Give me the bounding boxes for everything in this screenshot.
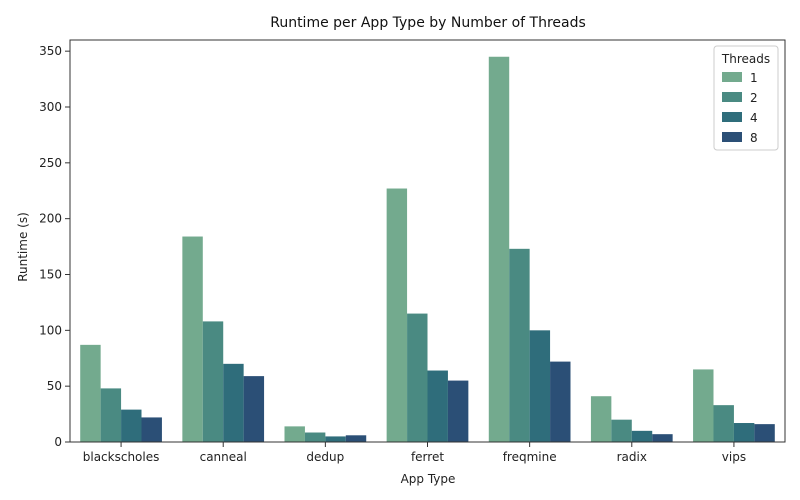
y-tick-label: 150	[39, 268, 62, 282]
legend-entry-4: 4	[750, 111, 758, 125]
bar-dedup-threads-1	[284, 426, 305, 442]
x-tick-label: freqmine	[503, 450, 557, 464]
bar-canneal-threads-1	[182, 236, 203, 442]
y-tick-label: 50	[47, 379, 62, 393]
bar-blackscholes-threads-4	[121, 409, 142, 442]
bar-vips-threads-2	[713, 405, 734, 442]
bar-dedup-threads-8	[345, 435, 367, 442]
bar-radix-threads-4	[631, 430, 653, 442]
x-tick-label: radix	[617, 450, 647, 464]
bar-vips-threads-1	[693, 369, 714, 442]
y-tick-label: 100	[39, 323, 62, 337]
bar-dedup-threads-4	[325, 436, 346, 442]
bar-ferret-threads-2	[407, 313, 428, 442]
bar-ferret-threads-1	[386, 188, 408, 442]
bar-blackscholes-threads-2	[100, 388, 122, 442]
chart-title: Runtime per App Type by Number of Thread…	[270, 15, 586, 31]
bar-freqmine-threads-2	[509, 248, 530, 442]
legend-swatch-8	[722, 132, 742, 142]
bar-freqmine-threads-8	[550, 361, 571, 442]
legend-entry-8: 8	[750, 131, 758, 145]
plot-area: 0 50 100 150 200 250 300 350 blackscholes canneal…	[39, 39, 786, 464]
bar-freqmine-threads-1	[488, 56, 510, 442]
bar-dedup-threads-2	[304, 432, 326, 442]
y-tick-label: 350	[39, 44, 62, 58]
bar-canneal-threads-4	[223, 363, 244, 442]
plot-frame	[69, 39, 786, 443]
bar-freqmine-threads-4	[529, 330, 551, 442]
bar-vips-threads-8	[754, 424, 775, 442]
y-tick-label: 300	[39, 100, 62, 114]
x-tick-label: canneal	[200, 450, 247, 464]
bar-radix-threads-8	[652, 434, 673, 442]
y-tick-label: 250	[39, 156, 62, 170]
bar-vips-threads-4	[733, 423, 755, 442]
bar-blackscholes-threads-1	[80, 344, 101, 442]
bar-blackscholes-threads-8	[141, 417, 162, 442]
bar-ferret-threads-4	[427, 370, 448, 442]
y-axis-label: Runtime (s)	[16, 212, 30, 282]
legend: Threads 1 2 4 8	[713, 45, 779, 151]
bar-ferret-threads-8	[447, 380, 469, 442]
legend-swatch-2	[722, 92, 742, 102]
x-axis-label: App Type	[401, 472, 456, 486]
x-tick-label: blackscholes	[83, 450, 160, 464]
bar-radix-threads-1	[590, 396, 612, 442]
x-tick-label: ferret	[411, 450, 444, 464]
legend-swatch-1	[722, 72, 742, 82]
bar-radix-threads-2	[611, 419, 632, 442]
y-tick-label: 0	[54, 435, 62, 449]
bar-canneal-threads-2	[202, 321, 224, 442]
legend-swatch-4	[722, 112, 742, 122]
legend-title: Threads	[721, 52, 770, 66]
y-tick-label: 200	[39, 212, 62, 226]
legend-entry-1: 1	[750, 71, 758, 85]
x-tick-label: dedup	[306, 450, 344, 464]
x-tick-label: vips	[722, 450, 746, 464]
bar-canneal-threads-8	[243, 376, 265, 442]
legend-entry-2: 2	[750, 91, 758, 105]
